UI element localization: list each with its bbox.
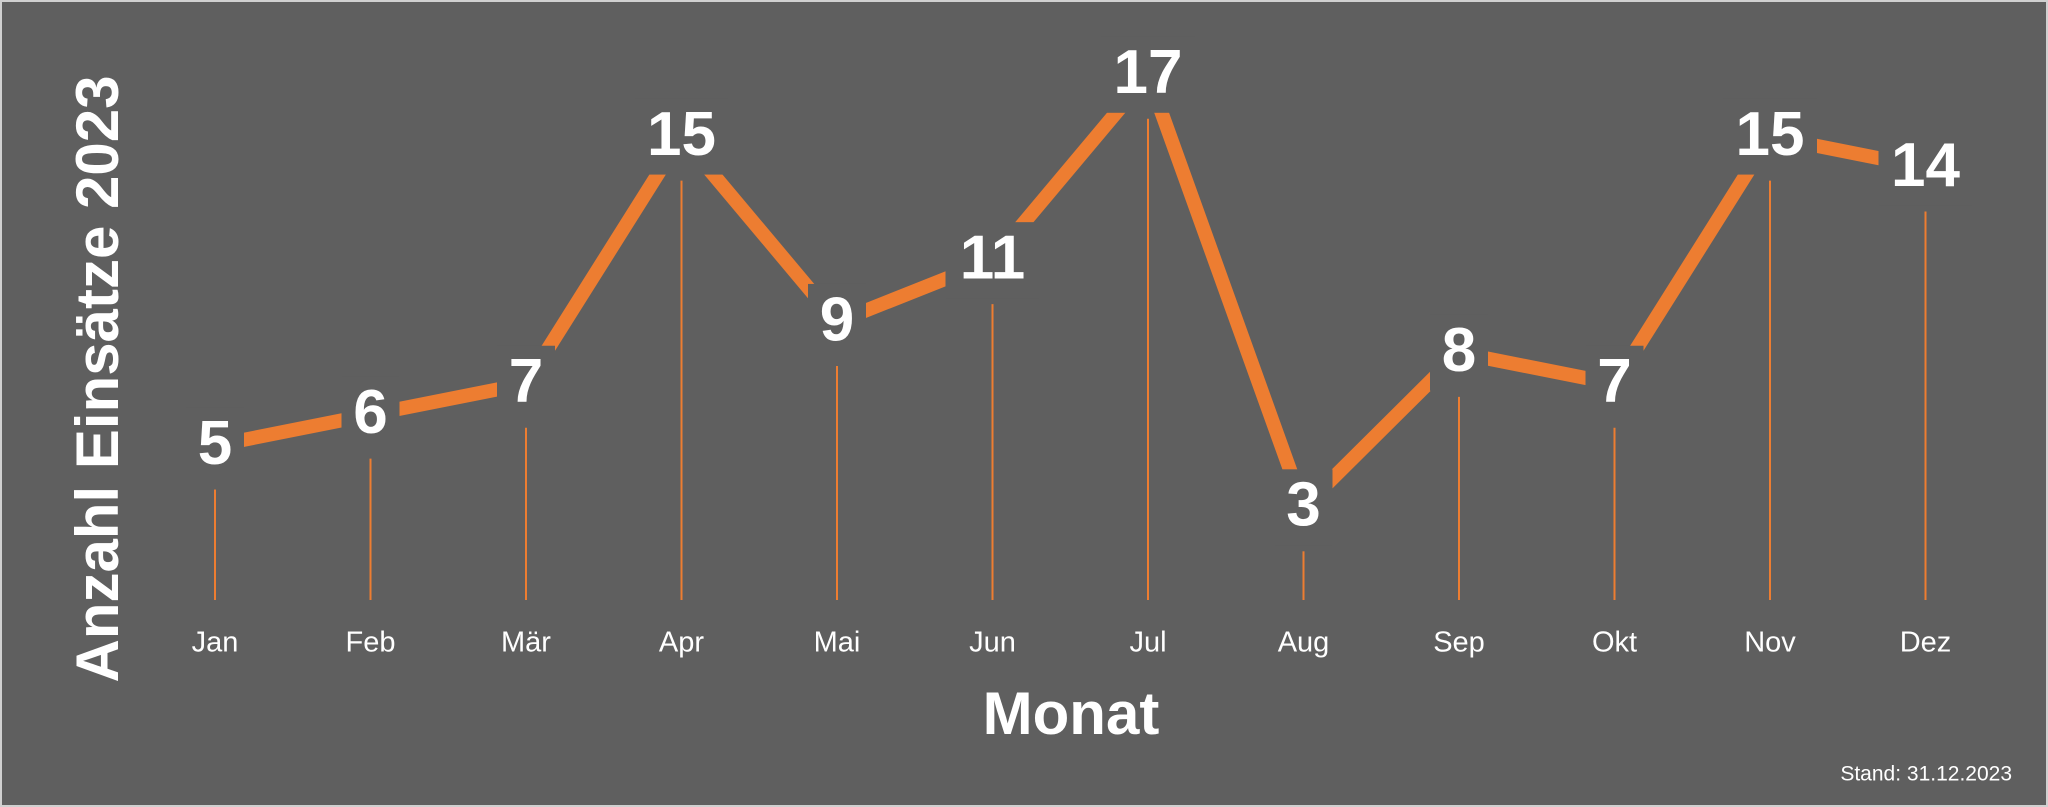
data-label-background bbox=[945, 222, 1040, 299]
data-labels: 5 6 7 15 9 11 17 3 8 7 15 14 bbox=[186, 36, 1973, 546]
x-tick-label: Nov bbox=[1744, 627, 1796, 659]
data-label-background bbox=[1274, 469, 1333, 546]
data-label-background bbox=[634, 98, 729, 175]
data-label-background bbox=[497, 345, 555, 422]
x-tick-label: Jul bbox=[1129, 627, 1166, 659]
x-tick-label: Jun bbox=[969, 627, 1016, 659]
data-label-background bbox=[341, 376, 400, 453]
data-label: 15 bbox=[647, 100, 716, 169]
x-tick-label: Apr bbox=[659, 627, 704, 659]
data-label-background bbox=[1585, 345, 1644, 422]
data-label: 5 bbox=[198, 409, 232, 478]
data-label-background bbox=[186, 407, 244, 484]
data-label-background bbox=[1878, 129, 1973, 206]
data-label: 6 bbox=[353, 378, 387, 447]
plot-area: 5 6 7 15 9 11 17 3 8 7 15 14 Jan Feb Mär Apr Mai Jun Jul Au… bbox=[186, 36, 1973, 659]
x-axis-title: Monat bbox=[983, 680, 1160, 747]
footnote: Stand: 31.12.2023 bbox=[1840, 763, 2012, 786]
data-label: 9 bbox=[820, 285, 854, 354]
data-label: 15 bbox=[1736, 100, 1805, 169]
data-label: 14 bbox=[1891, 131, 1960, 200]
x-tick-label: Mai bbox=[814, 627, 861, 659]
x-tick-label: Jan bbox=[192, 627, 239, 659]
x-tick-label: Feb bbox=[346, 627, 396, 659]
data-label-background bbox=[808, 283, 866, 360]
x-tick-label: Sep bbox=[1433, 627, 1485, 659]
data-label: 7 bbox=[1597, 347, 1631, 416]
data-label-background bbox=[1723, 98, 1817, 175]
data-label-background bbox=[1430, 314, 1488, 391]
x-tick-label: Okt bbox=[1592, 627, 1637, 659]
data-label: 7 bbox=[509, 347, 543, 416]
data-label: 8 bbox=[1442, 316, 1476, 385]
data-label-background bbox=[1101, 36, 1195, 113]
data-label: 11 bbox=[960, 224, 1026, 293]
data-label: 17 bbox=[1114, 38, 1183, 107]
x-tick-label: Dez bbox=[1900, 627, 1952, 659]
data-label: 3 bbox=[1286, 471, 1320, 540]
y-axis-title: Anzahl Einsätze 2023 bbox=[64, 76, 131, 683]
x-tick-label: Aug bbox=[1278, 627, 1330, 659]
x-tick-label: Mär bbox=[501, 627, 551, 659]
